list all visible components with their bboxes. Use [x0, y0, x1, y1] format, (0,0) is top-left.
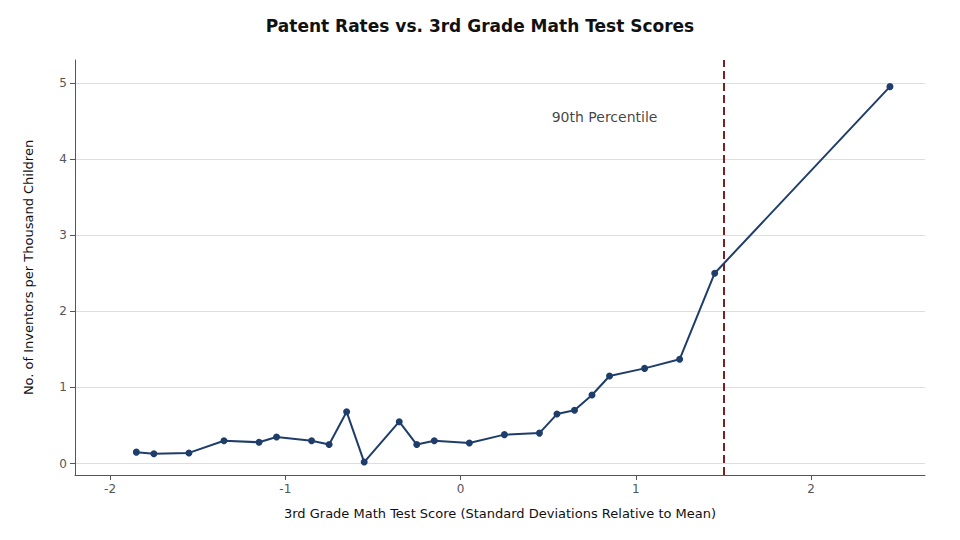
svg-text:0: 0 [59, 457, 67, 471]
svg-text:3rd Grade Math Test Score (Sta: 3rd Grade Math Test Score (Standard Devi… [284, 506, 716, 521]
svg-text:4: 4 [59, 152, 67, 166]
svg-text:1: 1 [59, 380, 67, 394]
svg-text:-2: -2 [104, 482, 116, 496]
svg-text:2: 2 [59, 304, 67, 318]
svg-text:-1: -1 [279, 482, 291, 496]
svg-text:1: 1 [632, 482, 640, 496]
svg-text:5: 5 [59, 76, 67, 90]
svg-text:0: 0 [457, 482, 465, 496]
svg-text:Patent Rates vs. 3rd Grade Mat: Patent Rates vs. 3rd Grade Math Test Sco… [266, 16, 694, 36]
svg-text:3: 3 [59, 228, 67, 242]
svg-text:2: 2 [807, 482, 815, 496]
svg-text:90th Percentile: 90th Percentile [552, 109, 658, 125]
svg-text:No. of Inventors per Thousand: No. of Inventors per Thousand Children [21, 140, 36, 395]
